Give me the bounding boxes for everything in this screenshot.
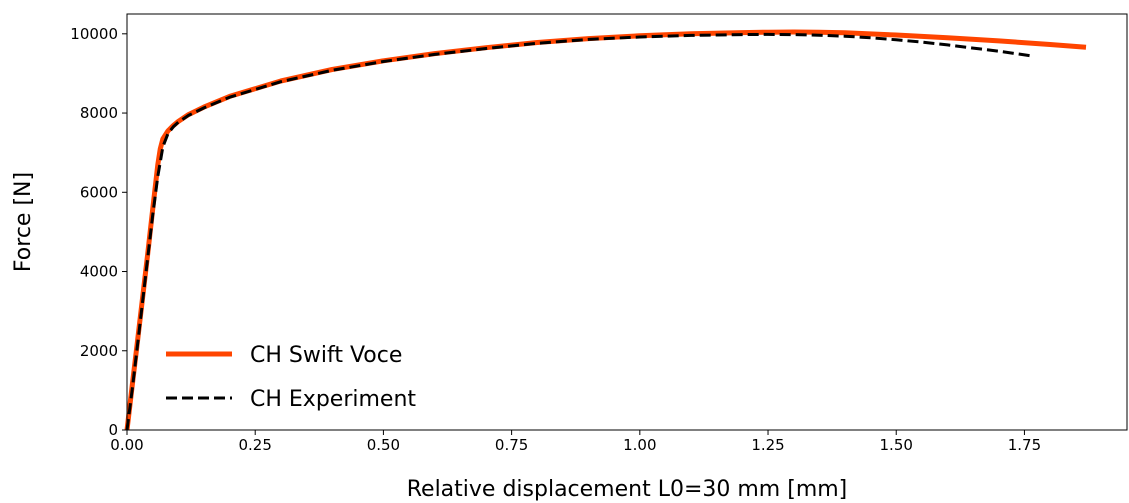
legend-label-swift-voce: CH Swift Voce (250, 343, 402, 368)
y-axis-ticks: 0 2000 4000 6000 8000 10000 (70, 25, 127, 439)
y-tick-label: 8000 (80, 104, 118, 122)
y-tick-label: 4000 (80, 263, 118, 281)
y-tick-label: 10000 (70, 25, 118, 43)
y-tick-label: 2000 (80, 342, 118, 360)
x-tick-label: 1.75 (1008, 436, 1041, 454)
x-tick-label: 0.75 (495, 436, 528, 454)
axes (126, 13, 1128, 431)
x-tick-label: 1.00 (623, 436, 656, 454)
x-axis-ticks: 0.00 0.25 0.50 0.75 1.00 1.25 1.50 1.75 (110, 430, 1041, 454)
series-line-experiment (125, 32, 1030, 431)
y-tick-label: 0 (108, 421, 118, 439)
y-axis-label: Force [N] (11, 172, 36, 272)
legend-label-experiment: CH Experiment (250, 387, 416, 412)
x-tick-label: 0.00 (110, 436, 143, 454)
axes-frame (126, 13, 1128, 431)
y-tick-label: 6000 (80, 183, 118, 201)
x-axis-label: Relative displacement L0=30 mm [mm] (407, 477, 848, 502)
x-tick-label: 1.50 (880, 436, 913, 454)
x-tick-label: 0.25 (239, 436, 272, 454)
x-tick-label: 1.25 (751, 436, 784, 454)
plot-area (124, 29, 1087, 431)
series-line-swift-voce (124, 29, 1087, 431)
legend: CH Swift Voce CH Experiment (166, 343, 416, 412)
x-tick-label: 0.50 (367, 436, 400, 454)
